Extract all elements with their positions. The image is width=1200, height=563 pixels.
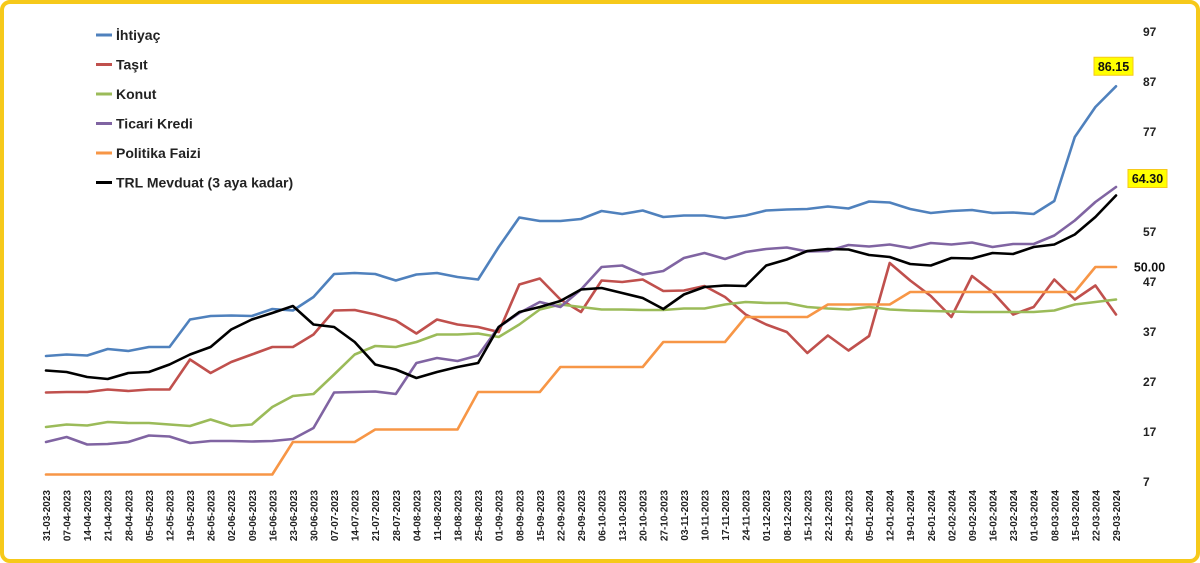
x-tick-label: 07-04-2023 bbox=[63, 490, 74, 542]
x-tick-label: 25-08-2023 bbox=[474, 490, 485, 542]
x-tick-label: 17-11-2023 bbox=[721, 490, 732, 541]
x-tick-label: 30-06-2023 bbox=[310, 490, 321, 542]
x-tick-label: 04-08-2023 bbox=[412, 490, 423, 542]
legend-label-konut: Konut bbox=[116, 86, 157, 102]
x-tick-label: 15-09-2023 bbox=[536, 490, 547, 542]
x-tick-label: 22-03-2024 bbox=[1091, 490, 1102, 542]
chart-legend: İhtiyaç Taşıt Konut Ticari Kredi Politika Fa… bbox=[96, 27, 293, 191]
x-tick-label: 29-03-2024 bbox=[1112, 490, 1123, 542]
callout-box bbox=[1093, 56, 1134, 76]
x-tick-label: 09-06-2023 bbox=[248, 490, 259, 542]
y-tick-label: 97 bbox=[1143, 25, 1157, 39]
x-tick-label: 02-02-2024 bbox=[947, 490, 958, 542]
x-tick-label: 07-07-2023 bbox=[330, 490, 341, 542]
x-tick-label: 26-05-2023 bbox=[207, 490, 218, 542]
y-axis: 7172737475767778797 bbox=[1143, 25, 1157, 489]
series-line-trl-mevduat-3-aya-kadar bbox=[44, 194, 1118, 381]
x-tick-label: 16-02-2024 bbox=[989, 490, 1000, 542]
callout-label-ihtiyac: 86.15 bbox=[1098, 60, 1129, 74]
x-tick-label: 19-05-2023 bbox=[186, 490, 197, 542]
x-tick-label: 15-03-2024 bbox=[1071, 490, 1082, 542]
x-tick-label: 06-10-2023 bbox=[598, 490, 609, 542]
x-tick-label: 20-10-2023 bbox=[639, 490, 650, 542]
x-tick-label: 03-11-2023 bbox=[680, 490, 691, 541]
x-tick-label: 01-09-2023 bbox=[495, 490, 506, 542]
x-tick-label: 29-09-2023 bbox=[577, 490, 588, 542]
series-line-tast bbox=[44, 261, 1118, 394]
x-tick-label: 02-06-2023 bbox=[227, 490, 238, 542]
legend-label-ticari-kredi: Ticari Kredi bbox=[116, 116, 193, 132]
x-tick-label: 19-01-2024 bbox=[906, 490, 917, 542]
x-tick-label: 05-01-2024 bbox=[865, 490, 876, 542]
x-tick-label: 14-07-2023 bbox=[351, 490, 362, 542]
x-tick-label: 15-12-2023 bbox=[803, 490, 814, 542]
x-tick-label: 22-09-2023 bbox=[556, 490, 567, 542]
legend-label-trl-mevduat-3-aya-kadar: TRL Mevduat (3 aya kadar) bbox=[116, 175, 293, 191]
y-tick-label: 47 bbox=[1143, 275, 1157, 289]
y-tick-label: 77 bbox=[1143, 125, 1157, 139]
x-tick-label: 26-01-2024 bbox=[927, 490, 938, 542]
y-tick-label: 27 bbox=[1143, 375, 1157, 389]
x-tick-label: 23-06-2023 bbox=[289, 490, 300, 542]
x-tick-label: 09-02-2024 bbox=[968, 490, 979, 542]
callout-label-trl-mevduat-3-aya-kadar: 64.30 bbox=[1132, 172, 1163, 186]
x-tick-label: 18-08-2023 bbox=[454, 490, 465, 542]
x-tick-label: 12-01-2024 bbox=[886, 490, 897, 542]
callout-box bbox=[1127, 169, 1168, 188]
x-tick-label: 29-12-2023 bbox=[845, 490, 856, 542]
x-tick-label: 01-12-2023 bbox=[762, 490, 773, 542]
x-tick-label: 10-11-2023 bbox=[700, 490, 711, 541]
x-tick-label: 11-08-2023 bbox=[433, 490, 444, 541]
y-tick-label: 57 bbox=[1143, 225, 1157, 239]
series-line-ihtiyac bbox=[44, 85, 1118, 358]
legend-label-tast: Taşıt bbox=[116, 57, 148, 73]
x-tick-label: 05-05-2023 bbox=[145, 490, 156, 542]
value-callouts: 86.15 64.30 50.00 bbox=[1093, 56, 1168, 275]
x-tick-label: 21-04-2023 bbox=[104, 490, 115, 542]
callout-label-politika-faizi: 50.00 bbox=[1134, 261, 1165, 275]
x-tick-label: 28-07-2023 bbox=[392, 490, 403, 542]
x-tick-label: 31-03-2023 bbox=[42, 490, 53, 542]
x-axis: 31-03-2023 07-04-2023 14-04-2023 21-04-2023… bbox=[42, 490, 1123, 542]
x-tick-label: 21-07-2023 bbox=[371, 490, 382, 542]
x-tick-label: 24-11-2023 bbox=[742, 490, 753, 541]
x-tick-label: 14-04-2023 bbox=[83, 490, 94, 542]
series-line-konut bbox=[44, 298, 1118, 429]
x-tick-label: 22-12-2023 bbox=[824, 490, 835, 542]
y-tick-label: 17 bbox=[1143, 425, 1157, 439]
x-tick-label: 01-03-2024 bbox=[1030, 490, 1041, 542]
series-lines bbox=[44, 85, 1118, 476]
x-tick-label: 27-10-2023 bbox=[659, 490, 670, 542]
x-tick-label: 08-09-2023 bbox=[515, 490, 526, 542]
legend-label-politika-faizi: Politika Faizi bbox=[116, 145, 201, 161]
x-tick-label: 23-02-2024 bbox=[1009, 490, 1020, 542]
x-tick-label: 08-12-2023 bbox=[783, 490, 794, 542]
y-tick-label: 7 bbox=[1143, 475, 1150, 489]
x-tick-label: 12-05-2023 bbox=[165, 490, 176, 542]
series-line-politika-faizi bbox=[44, 265, 1118, 476]
x-tick-label: 08-03-2024 bbox=[1050, 490, 1061, 542]
x-tick-label: 16-06-2023 bbox=[268, 490, 279, 542]
legend-label-ihtiyac: İhtiyaç bbox=[116, 27, 161, 43]
y-tick-label: 87 bbox=[1143, 75, 1157, 89]
x-tick-label: 28-04-2023 bbox=[124, 490, 135, 542]
y-tick-label: 37 bbox=[1143, 325, 1157, 339]
x-tick-label: 13-10-2023 bbox=[618, 490, 629, 542]
